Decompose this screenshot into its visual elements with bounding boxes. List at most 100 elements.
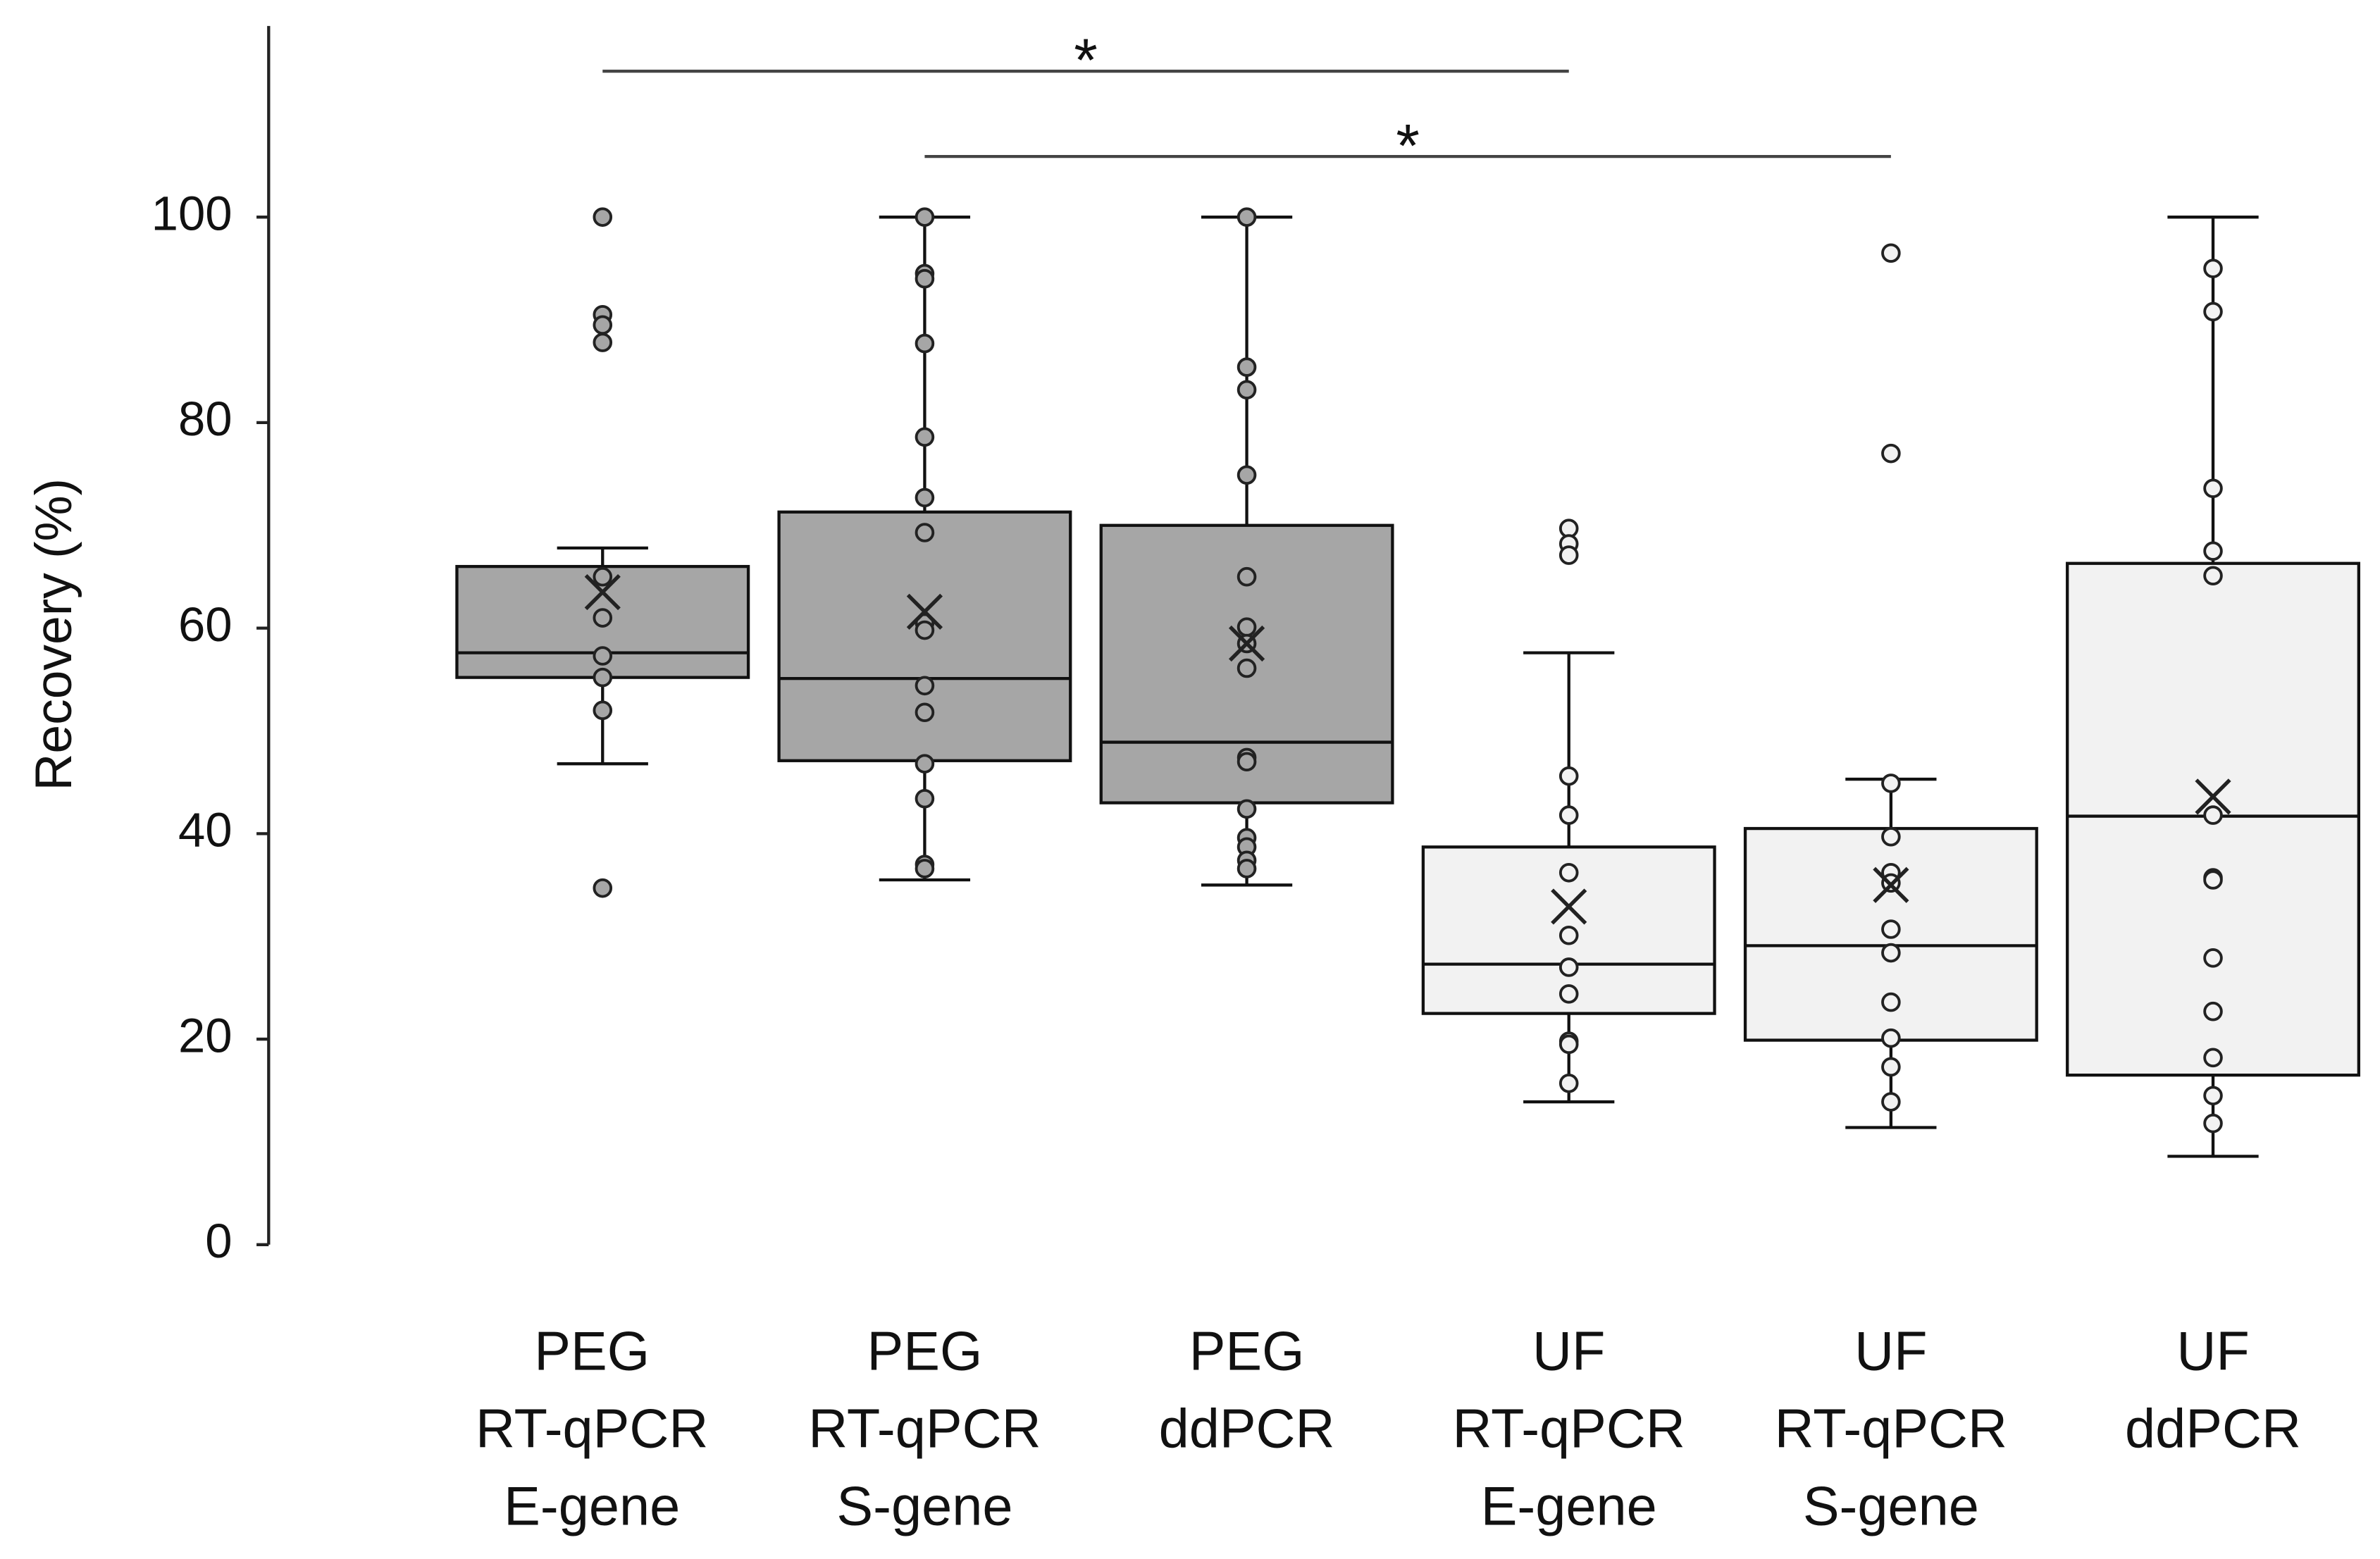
data-point xyxy=(1881,774,1901,793)
box-group xyxy=(1743,243,2038,1129)
data-point xyxy=(1881,992,1901,1012)
x-tick-label: RT-qPCR xyxy=(476,1398,708,1459)
data-point xyxy=(1558,925,1579,945)
x-tick-label: E-gene xyxy=(504,1476,680,1536)
data-point xyxy=(1881,243,1901,263)
data-point xyxy=(1881,919,1901,939)
data-point xyxy=(593,566,613,587)
x-tick-label: S-gene xyxy=(836,1476,1012,1536)
mean-stroke xyxy=(1551,888,1587,925)
data-point xyxy=(2203,1086,2223,1106)
data-point xyxy=(915,207,935,227)
data-point xyxy=(593,333,613,352)
data-point xyxy=(1237,799,1257,819)
data-point xyxy=(2203,870,2223,890)
data-point xyxy=(2203,302,2223,322)
data-point xyxy=(915,268,935,289)
y-tick-label: 60 xyxy=(178,597,233,652)
data-point xyxy=(1558,1074,1579,1093)
data-point xyxy=(593,608,613,628)
data-point xyxy=(593,315,613,335)
data-point xyxy=(1881,943,1901,963)
data-point xyxy=(1881,1057,1901,1077)
data-point xyxy=(2203,541,2223,561)
data-point xyxy=(2203,1048,2223,1068)
data-point xyxy=(915,676,935,696)
x-tick-label: RT-qPCR xyxy=(1775,1398,2007,1459)
data-point xyxy=(1558,957,1579,977)
significance-label: * xyxy=(1074,27,1098,94)
x-tick-label: PEG xyxy=(534,1322,650,1382)
mean-marker xyxy=(1228,625,1265,662)
y-tick-label: 40 xyxy=(178,803,233,857)
box-group xyxy=(1421,518,1716,1104)
data-point xyxy=(2203,478,2223,499)
x-tick-label: RT-qPCR xyxy=(808,1398,1041,1459)
data-point xyxy=(915,487,935,508)
y-tick-label: 0 xyxy=(205,1214,232,1268)
x-tick-label: UF xyxy=(1532,1322,1605,1382)
data-point xyxy=(1881,1028,1901,1048)
significance-label: * xyxy=(1396,112,1420,180)
data-point xyxy=(1237,752,1257,772)
data-point xyxy=(2203,805,2223,825)
data-point xyxy=(1558,984,1579,1004)
data-point xyxy=(915,427,935,447)
y-axis-label: Recovery (%) xyxy=(25,478,82,791)
data-point xyxy=(593,646,613,666)
y-tick-label: 80 xyxy=(178,392,233,446)
data-point xyxy=(593,700,613,721)
data-point xyxy=(1558,805,1579,825)
data-point xyxy=(1237,859,1257,878)
y-tick-label: 20 xyxy=(178,1008,233,1062)
data-point xyxy=(2203,259,2223,278)
data-point xyxy=(1881,1092,1901,1112)
x-tick-label: RT-qPCR xyxy=(1453,1398,1685,1459)
data-point xyxy=(593,878,613,898)
data-point xyxy=(2203,1001,2223,1021)
data-point xyxy=(915,523,935,542)
box-group xyxy=(455,207,750,898)
data-point xyxy=(1881,826,1901,847)
data-point xyxy=(1237,357,1257,377)
data-point xyxy=(593,667,613,688)
data-point xyxy=(593,207,613,227)
data-point xyxy=(1237,465,1257,485)
data-point xyxy=(1881,443,1901,464)
data-point xyxy=(915,859,935,878)
mean-stroke xyxy=(906,593,943,630)
data-point xyxy=(2203,1113,2223,1133)
x-tick-label: UF xyxy=(2176,1322,2249,1382)
data-point xyxy=(1558,862,1579,883)
data-point xyxy=(1558,766,1579,786)
data-point xyxy=(915,788,935,809)
mean-marker xyxy=(2195,778,2231,815)
data-point xyxy=(1237,380,1257,400)
data-point xyxy=(2203,566,2223,586)
data-point xyxy=(915,702,935,723)
mean-marker xyxy=(906,593,943,630)
box-group xyxy=(1099,207,1394,887)
x-tick-label: S-gene xyxy=(1803,1476,1979,1536)
mean-stroke xyxy=(1228,625,1265,662)
data-point xyxy=(1237,658,1257,678)
data-point xyxy=(915,754,935,774)
data-point xyxy=(1237,566,1257,587)
mean-stroke xyxy=(1873,867,1909,903)
box-group xyxy=(2066,216,2360,1158)
box-group xyxy=(777,207,1072,882)
data-point xyxy=(1237,617,1257,637)
mean-marker xyxy=(1551,888,1587,925)
data-point xyxy=(2203,948,2223,968)
mean-marker xyxy=(1873,867,1909,903)
mean-stroke xyxy=(584,573,621,611)
data-point xyxy=(915,333,935,354)
x-tick-label: ddPCR xyxy=(2125,1398,2301,1459)
x-tick-label: ddPCR xyxy=(1159,1398,1335,1459)
x-tick-label: E-gene xyxy=(1481,1476,1657,1536)
data-point xyxy=(1237,207,1257,227)
data-point xyxy=(1558,1034,1579,1055)
y-tick-label: 100 xyxy=(151,186,233,240)
